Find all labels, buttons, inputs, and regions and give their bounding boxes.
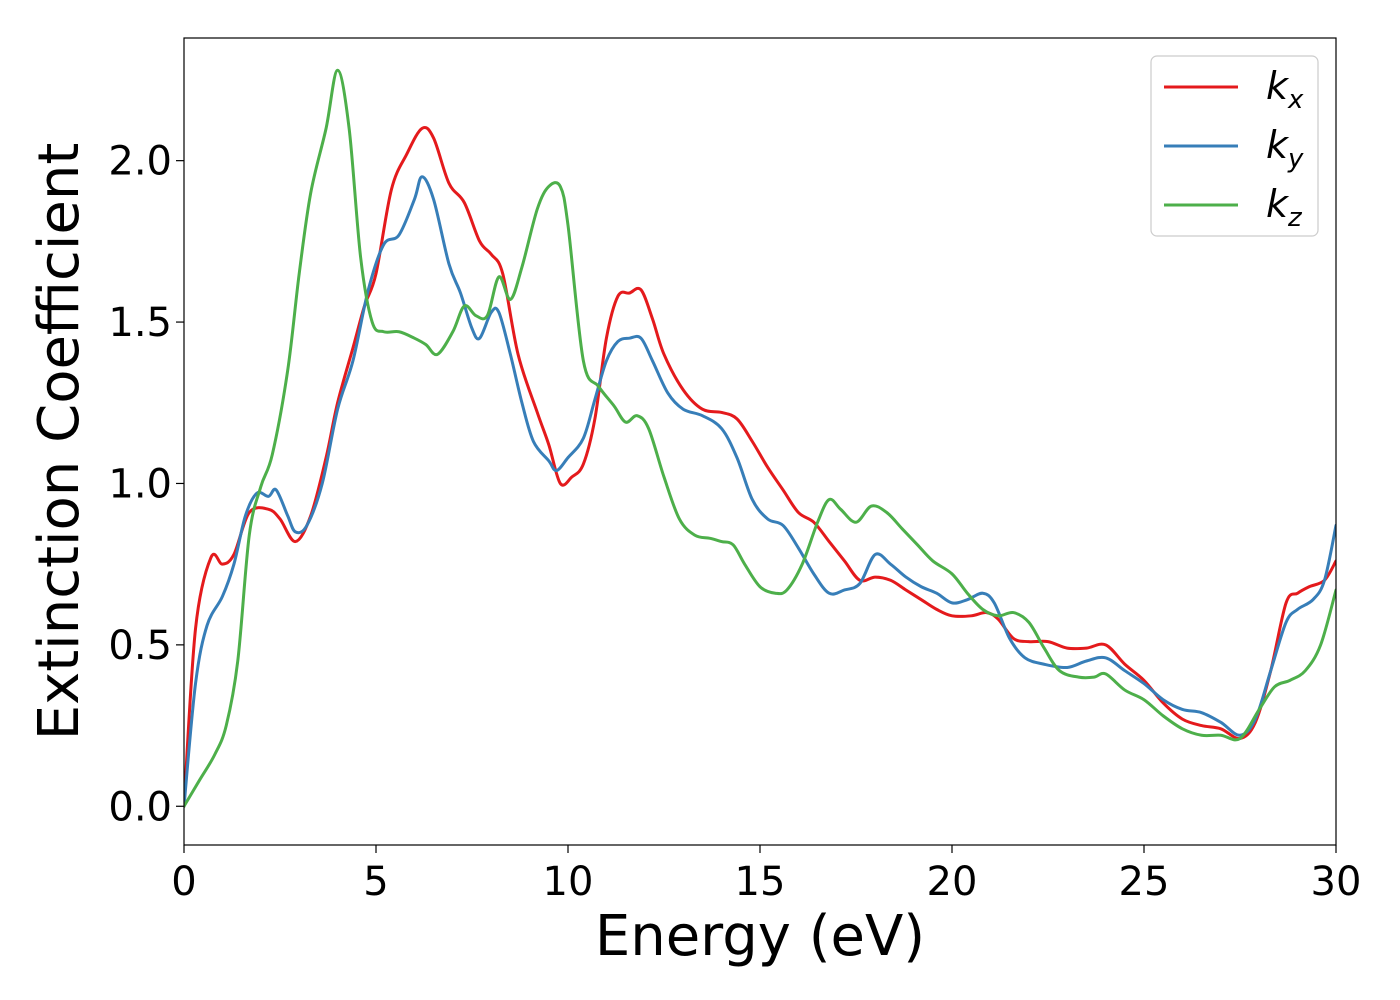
x-tick-label: 5 xyxy=(363,859,388,905)
legend-label-kx: kx xyxy=(1266,64,1304,115)
y-tick-label: 2.0 xyxy=(108,139,172,185)
x-tick-label: 15 xyxy=(735,859,786,905)
y-tick-label: 0.5 xyxy=(108,623,172,669)
legend: kx ky kz xyxy=(1150,55,1319,237)
legend-label-ky: ky xyxy=(1266,123,1304,174)
x-tick-label: 25 xyxy=(1119,859,1170,905)
legend-label-kz: kz xyxy=(1266,182,1303,233)
x-tick-label: 20 xyxy=(927,859,978,905)
y-axis-label: Extinction Coefficient xyxy=(27,143,92,741)
axes: 0 5 10 15 20 25 30 0.0 0.5 1.0 1.5 2.0 xyxy=(108,37,1362,905)
x-tick-label: 10 xyxy=(543,859,594,905)
y-tick-label: 1.0 xyxy=(108,461,172,507)
x-tick-label: 30 xyxy=(1311,859,1362,905)
series-line-kx xyxy=(184,125,1336,808)
plot-area xyxy=(184,68,1336,808)
y-tick-label: 1.5 xyxy=(108,300,172,346)
series-line-kz xyxy=(184,68,1336,808)
x-axis-label: Energy (eV) xyxy=(595,904,925,969)
y-tick-label: 0.0 xyxy=(108,784,172,830)
series-line-ky xyxy=(184,175,1336,808)
x-tick-label: 0 xyxy=(171,859,196,905)
